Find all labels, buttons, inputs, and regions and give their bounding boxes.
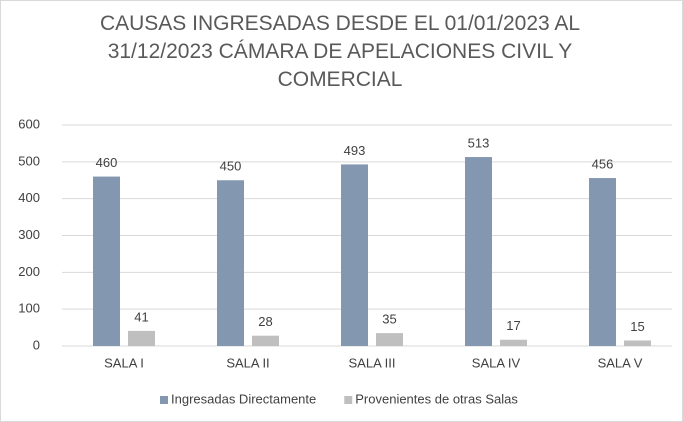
data-label: 493 <box>344 143 366 158</box>
bar <box>465 157 492 346</box>
x-tick-label: SALA III <box>349 355 396 370</box>
y-tick-label: 200 <box>18 264 40 279</box>
bar <box>341 164 368 346</box>
bar <box>128 330 155 346</box>
bar <box>500 339 527 346</box>
bar <box>93 176 120 346</box>
x-tick-label: SALA V <box>598 355 643 370</box>
y-tick-label: 400 <box>18 190 40 205</box>
bar <box>624 340 651 346</box>
x-tick-label: SALA IV <box>472 355 521 370</box>
data-label: 460 <box>96 155 118 170</box>
y-tick-label: 600 <box>18 116 40 131</box>
chart-title: CAUSAS INGRESADAS DESDE EL 01/01/2023 AL… <box>99 12 581 91</box>
x-tick-label: SALA II <box>226 355 269 370</box>
y-tick-label: 500 <box>18 153 40 168</box>
data-label: 456 <box>592 156 614 171</box>
data-label: 17 <box>506 318 520 333</box>
legend-label: Ingresadas Directamente <box>171 391 316 406</box>
bar <box>217 180 244 346</box>
legend-swatch <box>160 396 168 404</box>
y-tick-label: 100 <box>18 301 40 316</box>
data-label: 41 <box>134 309 148 324</box>
data-label: 15 <box>630 319 644 334</box>
bar <box>589 178 616 346</box>
legend-label: Provenientes de otras Salas <box>355 391 518 406</box>
y-tick-label: 300 <box>18 227 40 242</box>
bar <box>376 333 403 346</box>
data-label: 513 <box>468 135 490 150</box>
x-tick-label: SALA I <box>104 355 144 370</box>
bar <box>252 335 279 346</box>
data-label: 28 <box>258 314 272 329</box>
y-tick-label: 0 <box>33 337 40 352</box>
data-label: 35 <box>382 312 396 327</box>
data-label: 450 <box>220 159 242 174</box>
legend-swatch <box>344 396 353 404</box>
